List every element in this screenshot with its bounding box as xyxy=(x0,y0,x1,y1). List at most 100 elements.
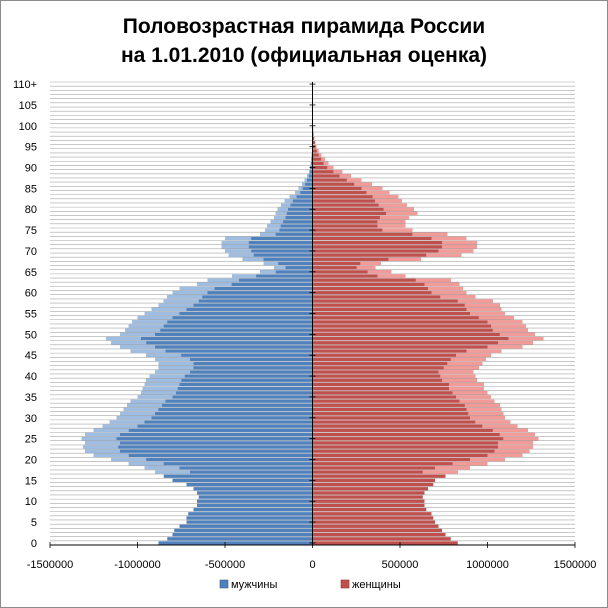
bar-women-highlight xyxy=(447,361,483,366)
bar-men xyxy=(274,215,313,220)
bar-women xyxy=(312,449,530,453)
bar-men-highlight xyxy=(281,203,291,207)
x-axis-tick-label: 500000 xyxy=(382,559,419,571)
bar-women xyxy=(312,203,407,207)
bar-men xyxy=(93,428,313,432)
bar-women-highlight xyxy=(452,462,488,466)
bar-women-highlight xyxy=(499,432,535,437)
bar-men-highlight xyxy=(144,466,180,470)
bar-women-highlight xyxy=(382,228,413,232)
bar-women-highlight xyxy=(388,257,421,261)
bar-women xyxy=(312,428,528,432)
bar-women-highlight xyxy=(377,224,406,228)
bar-women-highlight xyxy=(379,215,409,220)
bar-men xyxy=(144,466,313,470)
bar-women-highlight xyxy=(339,174,351,178)
bar-women xyxy=(312,395,491,399)
bar-men xyxy=(155,470,313,474)
legend-swatch-women xyxy=(340,579,350,589)
bar-women xyxy=(312,299,493,303)
bar-men xyxy=(186,516,313,520)
bar-men-highlight xyxy=(232,274,257,278)
bar-men-highlight xyxy=(81,437,117,441)
chart-title-line-2: на 1.01.2010 (официальная оценка) xyxy=(120,44,488,67)
bar-men xyxy=(198,495,313,499)
bar-women-highlight xyxy=(354,182,372,186)
bar-men-highlight xyxy=(146,378,182,382)
bar-women xyxy=(312,345,523,349)
bar-women xyxy=(312,399,495,403)
bar-women xyxy=(312,286,463,291)
bar-men xyxy=(295,190,313,195)
bar-men-highlight xyxy=(225,236,252,241)
bar-men xyxy=(144,382,313,387)
bar-women xyxy=(312,437,539,441)
bar-women-highlight xyxy=(367,270,392,274)
bar-men xyxy=(125,328,313,332)
bar-women xyxy=(312,495,423,499)
bar-men xyxy=(85,432,313,437)
bar-men xyxy=(163,474,313,478)
bar-men-highlight xyxy=(158,366,194,370)
bar-women-highlight xyxy=(374,199,402,203)
bar-women xyxy=(312,228,413,232)
bar-women xyxy=(312,503,425,508)
bar-women-highlight xyxy=(464,403,500,407)
bar-men-highlight xyxy=(130,399,166,403)
y-axis-tick-label: 100 xyxy=(19,121,37,133)
bar-men xyxy=(144,311,313,316)
bar-men-highlight xyxy=(93,428,129,432)
bar-men-highlight xyxy=(155,470,190,474)
bar-men-highlight xyxy=(141,391,176,395)
bar-men-highlight xyxy=(137,316,173,320)
bar-men xyxy=(172,291,313,295)
bar-men xyxy=(277,207,313,211)
x-axis-tick-labels: -1500000 -1000000 -500000 0 500000 1000000 150… xyxy=(27,559,597,571)
bar-women xyxy=(312,232,448,236)
bar-men-highlight xyxy=(221,245,249,249)
y-axis-tick-label: 95 xyxy=(25,142,37,154)
y-axis-tick-label: 75 xyxy=(25,225,37,237)
bar-women xyxy=(312,516,434,520)
bar-women-highlight xyxy=(470,457,505,462)
bar-women-highlight xyxy=(378,203,407,207)
bar-men-highlight xyxy=(111,341,147,345)
bar-men-highlight xyxy=(179,286,215,291)
bar-men xyxy=(179,524,313,528)
bar-women-highlight xyxy=(499,332,535,337)
bar-men-highlight xyxy=(228,253,254,257)
y-axis-tick-labels: 0 5 10 15 20 25 30 35 40 45 50 55 60 65 70 75 80 85 90 95 10… xyxy=(13,79,37,550)
bar-women-highlight xyxy=(318,153,322,157)
bar-women-highlight xyxy=(431,236,467,241)
bar-women xyxy=(312,266,376,270)
bar-men-highlight xyxy=(298,186,303,191)
bar-women xyxy=(312,178,362,182)
bar-women xyxy=(312,386,484,391)
bar-women xyxy=(312,182,372,186)
bar-women-highlight xyxy=(498,341,533,345)
bar-men-highlight xyxy=(267,224,281,228)
bar-men xyxy=(85,441,313,445)
bar-men-highlight xyxy=(151,307,187,312)
bar-women xyxy=(312,136,315,140)
bar-women-highlight xyxy=(321,157,325,161)
bar-women xyxy=(312,236,467,241)
bar-women-highlight xyxy=(508,336,544,341)
bar-men xyxy=(130,349,313,353)
bar-women xyxy=(312,307,502,312)
bar-men-highlight xyxy=(277,207,288,211)
bar-men xyxy=(109,420,313,424)
bar-women-highlight xyxy=(422,470,458,474)
bar-women xyxy=(312,324,526,328)
bar-men xyxy=(274,266,313,270)
bar-men xyxy=(232,274,313,278)
bar-men-highlight xyxy=(137,395,173,399)
bar-men-highlight xyxy=(93,453,129,458)
y-axis-tick-label: 60 xyxy=(25,288,37,300)
bar-men xyxy=(142,386,313,391)
bar-men-highlight xyxy=(275,211,287,216)
bar-men xyxy=(281,203,313,207)
bar-men xyxy=(163,299,313,303)
y-axis-tick-label: 105 xyxy=(19,100,37,112)
bar-women xyxy=(312,261,381,266)
